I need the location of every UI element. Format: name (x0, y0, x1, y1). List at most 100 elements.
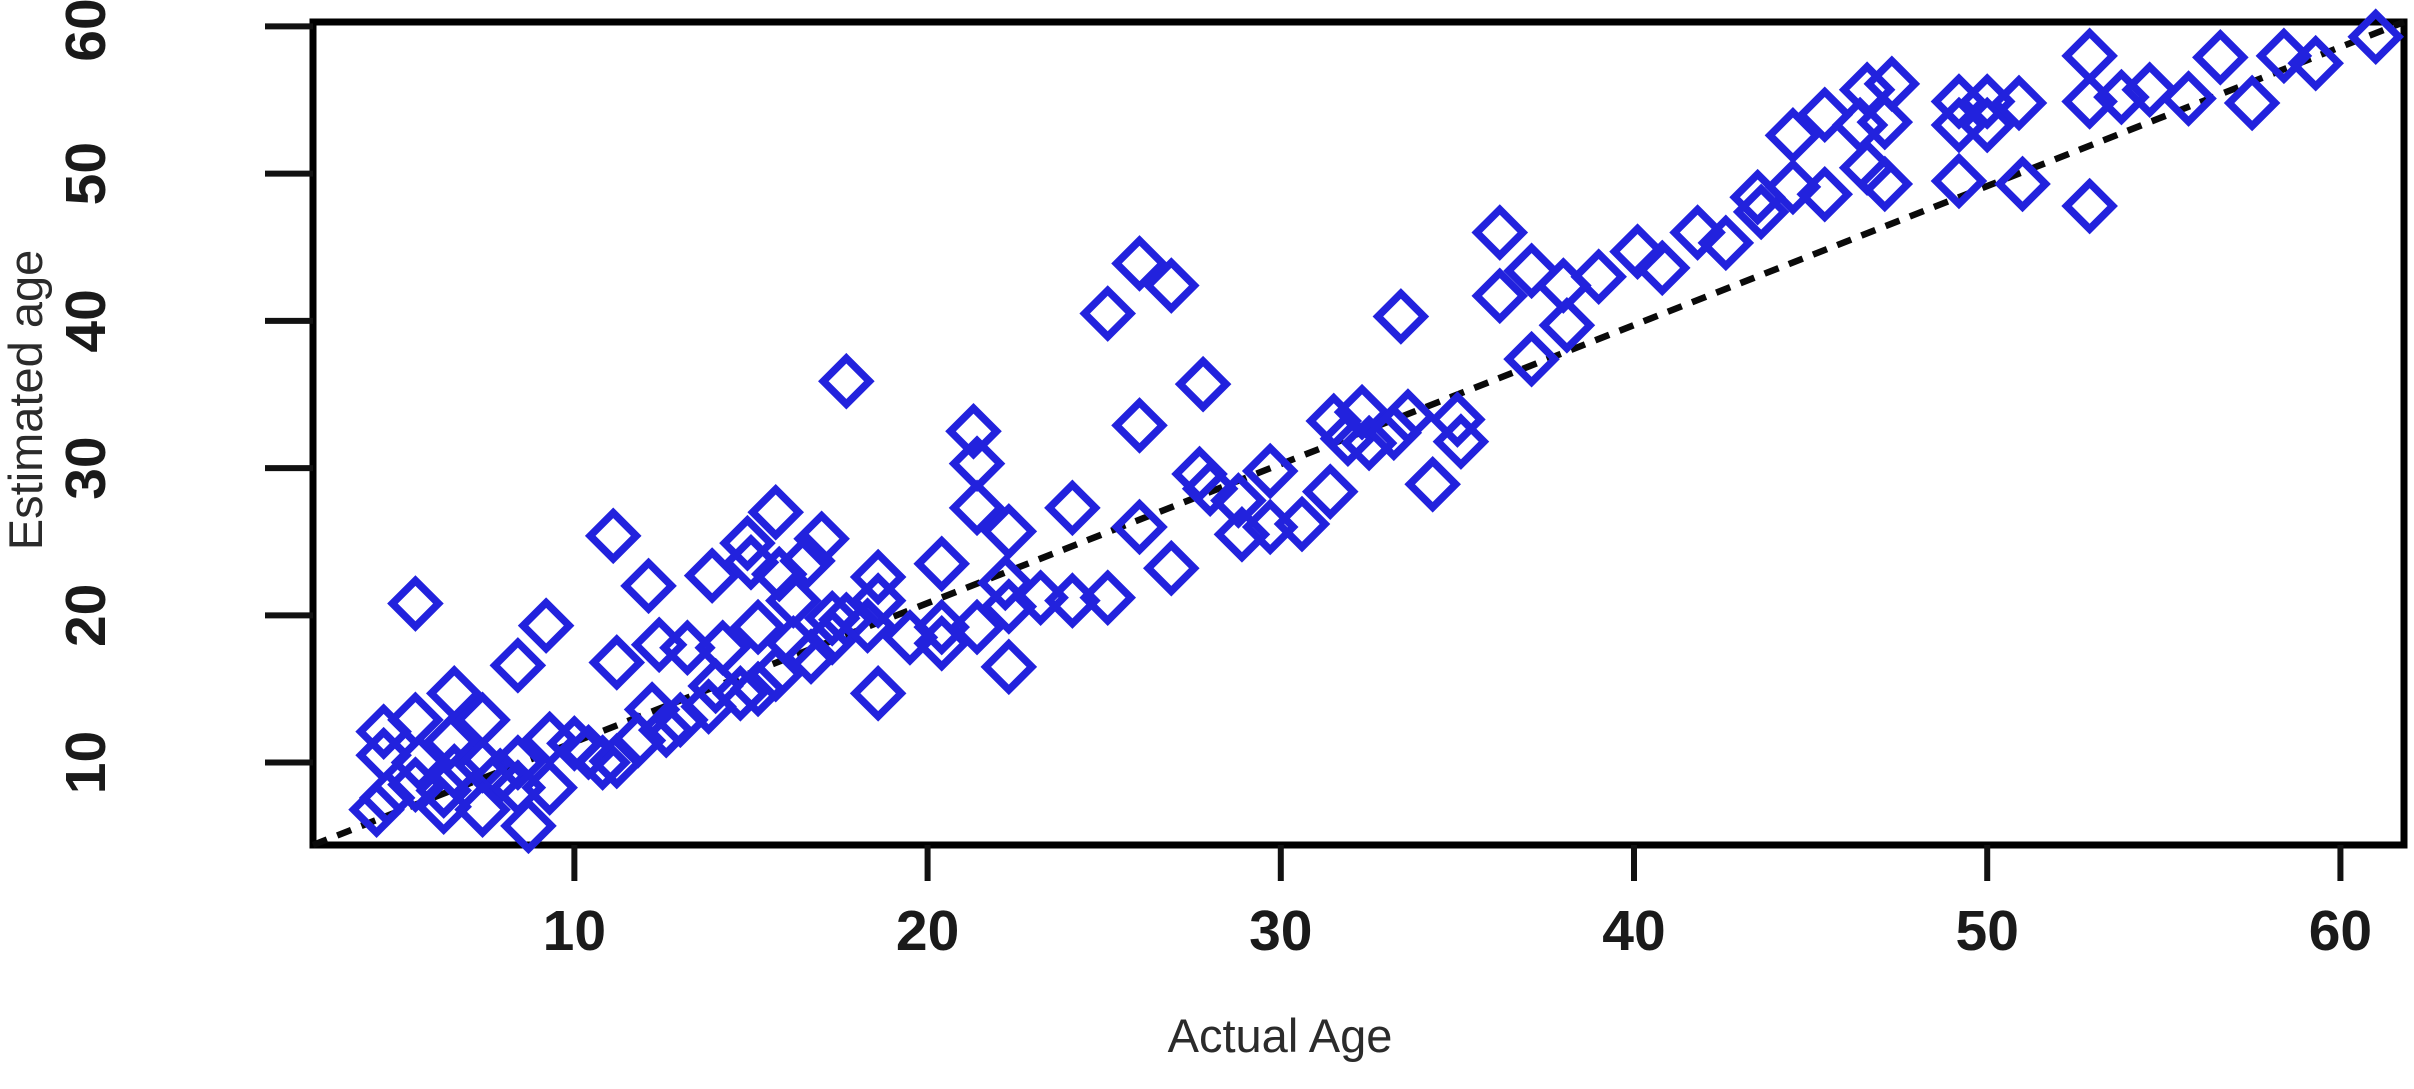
data-point (849, 572, 907, 629)
data-point (818, 352, 875, 410)
data-point (1111, 235, 1168, 292)
data-point (803, 589, 861, 647)
data-point (849, 665, 907, 722)
data-point (415, 778, 472, 836)
data-point (976, 554, 1034, 612)
data-point (500, 797, 557, 855)
data-point (574, 734, 631, 791)
data-point (2223, 74, 2281, 132)
data-point (1181, 460, 1239, 518)
data-point (1142, 539, 1200, 597)
data-point (1796, 165, 1854, 223)
data-point (2121, 61, 2178, 119)
data-point (793, 510, 850, 568)
x-tick-label: 40 (1602, 899, 1665, 963)
data-point (1044, 479, 1101, 537)
data-point (2255, 27, 2313, 85)
data-point (588, 634, 646, 691)
plot-border (309, 18, 2408, 849)
data-point (694, 619, 752, 677)
data-point (1764, 107, 1822, 164)
data-point (945, 402, 1002, 460)
y-axis-tick-labels: 10 20 30 40 50 60 (54, 0, 118, 794)
x-axis-tick-labels: 10 20 30 40 50 60 (543, 899, 2372, 963)
y-axis-ticks (265, 23, 313, 766)
x-tick-label: 10 (543, 899, 606, 963)
data-point (489, 734, 547, 791)
data-point (1633, 239, 1691, 297)
data-point (1764, 158, 1822, 216)
data-point (1856, 155, 1914, 213)
data-point (1732, 183, 1790, 241)
data-point (849, 548, 907, 606)
data-point (729, 598, 787, 656)
data-point (722, 534, 780, 591)
data-point (1538, 296, 1596, 354)
data-point (390, 734, 448, 791)
data-point (683, 547, 741, 604)
data-point (2061, 27, 2118, 85)
data-point (1142, 257, 1200, 314)
data-point (2160, 70, 2217, 127)
data-point (1471, 204, 1529, 261)
y-tick-label: 10 (54, 731, 118, 794)
data-point (1111, 498, 1168, 556)
y-tick-label: 20 (54, 584, 118, 647)
data-point (584, 507, 642, 565)
data-point (1241, 442, 1299, 500)
data-point (521, 759, 578, 816)
x-tick-label: 50 (1956, 899, 2019, 963)
data-point (1669, 204, 1726, 261)
data-point (1273, 495, 1331, 553)
data-point (2287, 34, 2345, 92)
data-point (387, 575, 444, 632)
data-point (1404, 455, 1461, 513)
data-point (1503, 242, 1560, 300)
data-point (1471, 267, 1529, 325)
data-point (2192, 29, 2249, 86)
data-point (1838, 61, 1896, 119)
y-tick-label: 50 (54, 142, 118, 205)
data-point (712, 665, 769, 722)
x-tick-label: 60 (2309, 899, 2372, 963)
data-point (348, 781, 405, 838)
data-point (1570, 248, 1627, 306)
data-point (1372, 288, 1430, 345)
data-point (489, 637, 547, 694)
data-point (637, 701, 695, 759)
data-point (913, 535, 971, 593)
data-point (1079, 569, 1137, 626)
data-point (517, 597, 575, 654)
data-point (980, 578, 1038, 635)
data-point (1432, 413, 1490, 470)
data-point (1333, 383, 1391, 441)
data-point (2061, 177, 2118, 235)
data-point (980, 638, 1038, 696)
data-point (782, 628, 840, 685)
data-point (620, 557, 677, 615)
data-point (1863, 55, 1921, 113)
data-point (1796, 86, 1854, 144)
data-point (1429, 391, 1486, 448)
data-point (1990, 74, 2048, 132)
data-point (719, 514, 776, 572)
data-point (948, 598, 1006, 656)
data-point (980, 503, 1038, 560)
data-point (1210, 472, 1267, 529)
data-point (1609, 223, 1666, 280)
data-point (1340, 414, 1398, 472)
data-point (1958, 96, 2016, 154)
x-tick-label: 30 (1249, 899, 1312, 963)
data-points (348, 8, 2405, 855)
data-point (729, 660, 787, 718)
data-point (779, 532, 836, 590)
data-point (1079, 285, 1137, 342)
data-point (1301, 463, 1359, 520)
x-axis-ticks (571, 845, 2344, 881)
data-point (1697, 214, 1755, 272)
data-point (1213, 506, 1271, 563)
data-point (454, 781, 511, 838)
data-point (623, 681, 681, 738)
